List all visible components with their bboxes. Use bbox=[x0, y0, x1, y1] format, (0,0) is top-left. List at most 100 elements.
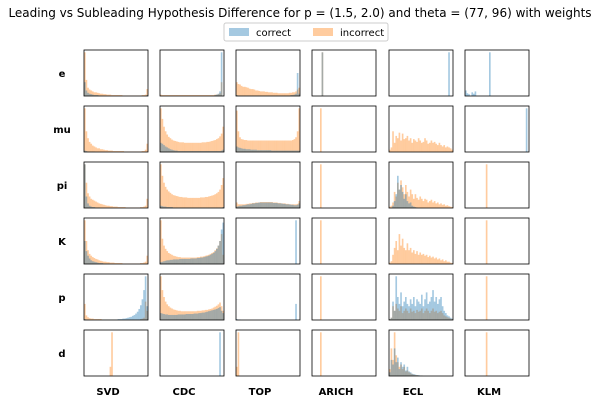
incorrect-bar bbox=[171, 95, 173, 96]
panel-frame bbox=[159, 329, 225, 377]
correct-bar bbox=[296, 204, 299, 208]
correct-bar bbox=[240, 205, 243, 208]
incorrect-bar bbox=[169, 192, 172, 208]
incorrect-bar bbox=[443, 315, 446, 320]
incorrect-bar bbox=[398, 234, 401, 264]
correct-bar bbox=[465, 90, 467, 96]
incorrect-bar bbox=[92, 199, 94, 208]
correct-bar bbox=[132, 315, 134, 320]
correct-bar bbox=[188, 258, 191, 264]
incorrect-bar bbox=[449, 318, 452, 320]
correct-bar bbox=[119, 319, 121, 320]
correct-bar bbox=[203, 151, 205, 152]
column-label-cdc: CDC bbox=[173, 387, 196, 398]
incorrect-bar bbox=[405, 308, 407, 320]
correct-bar bbox=[84, 82, 86, 96]
correct-bar bbox=[96, 262, 99, 264]
incorrect-bar bbox=[108, 262, 110, 264]
incorrect-bar bbox=[103, 94, 105, 96]
incorrect-bar bbox=[427, 310, 430, 320]
incorrect-bar bbox=[288, 140, 291, 152]
incorrect-bar bbox=[411, 252, 414, 264]
incorrect-bar bbox=[161, 238, 164, 264]
correct-bar bbox=[411, 205, 414, 208]
incorrect-bar bbox=[417, 311, 420, 320]
incorrect-bar bbox=[163, 126, 165, 152]
incorrect-bar bbox=[405, 250, 407, 264]
incorrect-bar bbox=[109, 94, 112, 96]
incorrect-bar bbox=[445, 147, 447, 152]
row-label-p: p bbox=[58, 293, 65, 304]
incorrect-bar bbox=[166, 304, 169, 320]
incorrect-bar bbox=[146, 198, 149, 208]
incorrect-bar bbox=[184, 311, 186, 320]
correct-bar bbox=[84, 164, 86, 208]
correct-bar bbox=[161, 206, 164, 208]
incorrect-bar bbox=[188, 197, 191, 208]
correct-bar bbox=[274, 150, 277, 152]
incorrect-bar bbox=[114, 206, 117, 208]
incorrect-bar bbox=[93, 92, 96, 96]
incorrect-bar bbox=[443, 204, 446, 208]
correct-bar bbox=[445, 313, 447, 320]
correct-bar bbox=[164, 206, 167, 208]
row-label-e: e bbox=[59, 69, 66, 80]
incorrect-bar bbox=[438, 204, 441, 208]
panel-frame bbox=[464, 105, 530, 153]
panel-frame bbox=[159, 161, 225, 209]
incorrect-bar bbox=[117, 95, 120, 96]
correct-bar bbox=[409, 372, 412, 376]
incorrect-bar bbox=[201, 142, 204, 152]
incorrect-bar bbox=[201, 95, 204, 96]
correct-bar bbox=[274, 202, 277, 208]
panel-frame bbox=[159, 105, 225, 153]
correct-bar bbox=[253, 149, 256, 152]
incorrect-bar bbox=[264, 140, 267, 152]
incorrect-bar bbox=[392, 254, 394, 264]
correct-bar bbox=[268, 150, 270, 152]
incorrect-bar bbox=[119, 95, 121, 96]
incorrect-bar bbox=[90, 318, 93, 320]
incorrect-bar bbox=[437, 313, 439, 320]
correct-bar bbox=[85, 90, 88, 96]
incorrect-bar bbox=[419, 140, 422, 152]
incorrect-bar bbox=[84, 164, 86, 208]
incorrect-bar bbox=[400, 245, 402, 264]
incorrect-bar bbox=[180, 95, 183, 96]
incorrect-bar bbox=[117, 263, 120, 264]
correct-bar bbox=[237, 206, 240, 208]
correct-bar bbox=[413, 206, 415, 208]
incorrect-bar bbox=[451, 149, 454, 152]
correct-bar bbox=[277, 203, 280, 208]
incorrect-bar bbox=[390, 147, 393, 152]
panel-frame bbox=[83, 105, 149, 153]
panel-frame bbox=[83, 49, 149, 97]
incorrect-bar bbox=[188, 257, 191, 264]
correct-bar bbox=[296, 150, 299, 152]
incorrect-bar bbox=[445, 260, 447, 264]
incorrect-bar bbox=[288, 92, 291, 96]
incorrect-bar bbox=[201, 197, 204, 208]
incorrect-bar bbox=[204, 142, 207, 152]
correct-bar bbox=[268, 202, 270, 208]
incorrect-bar bbox=[192, 257, 194, 264]
incorrect-bar bbox=[100, 260, 102, 264]
incorrect-bar bbox=[448, 206, 450, 208]
incorrect-bar bbox=[203, 256, 205, 264]
correct-bar bbox=[256, 150, 259, 152]
correct-bar bbox=[190, 151, 193, 152]
correct-bar bbox=[321, 52, 324, 96]
incorrect-bar bbox=[429, 255, 431, 264]
incorrect-bar bbox=[222, 178, 225, 208]
incorrect-bar bbox=[216, 139, 218, 152]
incorrect-bar bbox=[414, 194, 417, 208]
incorrect-bar bbox=[169, 307, 172, 320]
incorrect-bar bbox=[212, 140, 215, 152]
panel-K-svd bbox=[83, 217, 149, 265]
correct-bar bbox=[295, 93, 297, 96]
correct-bar bbox=[295, 150, 297, 152]
incorrect-bar bbox=[405, 371, 407, 376]
incorrect-bar bbox=[176, 95, 178, 96]
correct-bar bbox=[176, 314, 178, 320]
incorrect-bar bbox=[293, 92, 296, 96]
